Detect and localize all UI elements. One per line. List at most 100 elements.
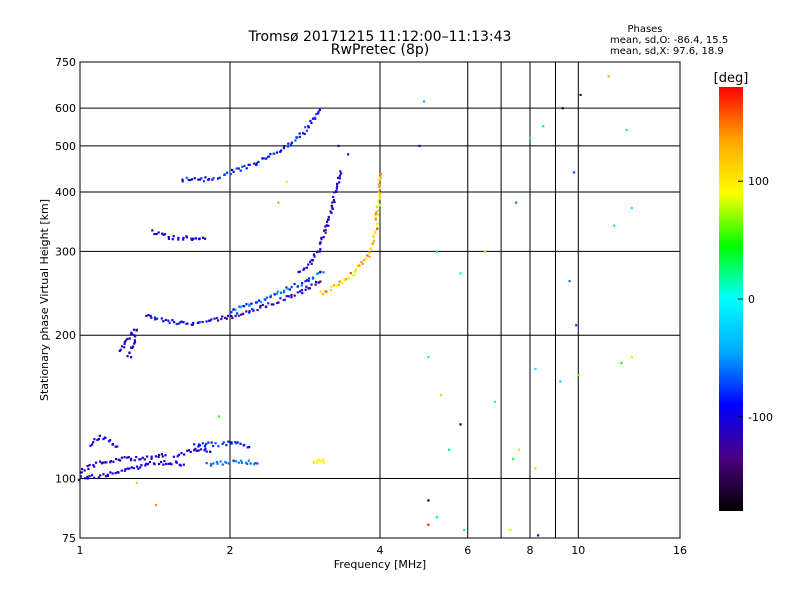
data-point [298,270,302,273]
data-point [276,290,280,293]
data-point [247,163,250,167]
data-point [332,284,335,287]
data-point [217,415,221,418]
data-point [177,453,181,457]
data-point [534,467,537,470]
colorbar-tick-label: 0 [748,293,755,306]
data-point [360,260,363,264]
data-point [161,232,164,235]
data-point [290,285,293,289]
data-point [302,268,305,271]
data-point [241,312,245,315]
data-point [318,108,321,112]
data-point [536,534,540,537]
data-point [296,285,299,288]
data-point [338,181,341,184]
data-point [262,157,265,160]
data-point [205,462,208,465]
data-point [439,393,443,396]
data-point [374,218,377,221]
data-point [275,292,279,295]
data-point [345,277,348,281]
data-point [123,342,126,346]
data-point [102,437,105,441]
data-point [246,446,249,449]
x-tick-label: 6 [464,544,471,557]
data-point [93,476,96,479]
data-point [132,467,135,470]
data-point [130,466,133,469]
data-point [374,230,377,233]
data-point [289,143,293,146]
data-point [325,224,328,227]
data-point [89,444,92,447]
data-point [290,296,293,299]
data-point [135,481,138,484]
data-point [234,460,238,463]
data-point [293,282,296,286]
data-point [344,279,347,282]
data-point [116,445,119,448]
data-point [340,281,344,284]
data-point [203,444,207,448]
data-point [114,457,118,461]
data-point [321,459,324,462]
data-point [143,458,146,461]
data-point [164,462,168,465]
phase-stats-o: mean, sd,O: -86.4, 15.5 [610,35,728,46]
data-point [177,236,180,240]
data-point [123,469,126,472]
data-point [317,281,320,284]
data-point [305,285,308,288]
data-point [315,280,318,284]
data-point [259,300,262,304]
data-point [98,434,101,437]
data-point [141,456,144,459]
data-point [224,460,227,464]
y-tick-label: 300 [55,245,76,258]
y-tick-label: 750 [55,56,76,69]
data-point [167,319,170,322]
data-point [319,248,322,251]
y-tick-label: 75 [62,532,76,545]
y-tick-label: 200 [55,329,76,342]
data-point [329,210,332,213]
data-point [93,465,96,468]
data-point [288,288,291,291]
colorbar-ticks: 100 0 -100 [738,175,773,424]
data-point [197,178,200,181]
data-point [147,313,150,317]
data-point [379,176,382,179]
data-point [186,322,189,325]
data-point [220,317,223,321]
data-point [296,291,299,294]
data-point [96,438,99,442]
data-point [161,455,164,458]
data-point [248,163,251,166]
data-point [225,461,228,465]
data-point [150,455,153,458]
data-point [128,337,131,340]
data-point [199,448,203,451]
data-point [280,149,283,152]
data-point [362,259,366,262]
data-point [315,250,319,254]
data-point [320,236,323,240]
data-point [240,461,244,464]
data-point [79,475,82,478]
y-axis-ticks: 75 100 200 300 400 500 600 750 [55,56,76,545]
data-point [319,459,322,462]
data-point [226,314,230,317]
data-point [146,455,149,458]
data-point [242,305,246,308]
data-point [79,471,82,474]
data-point [193,449,196,452]
data-point [174,460,178,463]
data-point [124,468,127,471]
data-point [163,233,167,236]
data-point [108,439,112,442]
data-point [252,309,255,312]
data-point [239,442,242,445]
data-point [180,452,183,455]
